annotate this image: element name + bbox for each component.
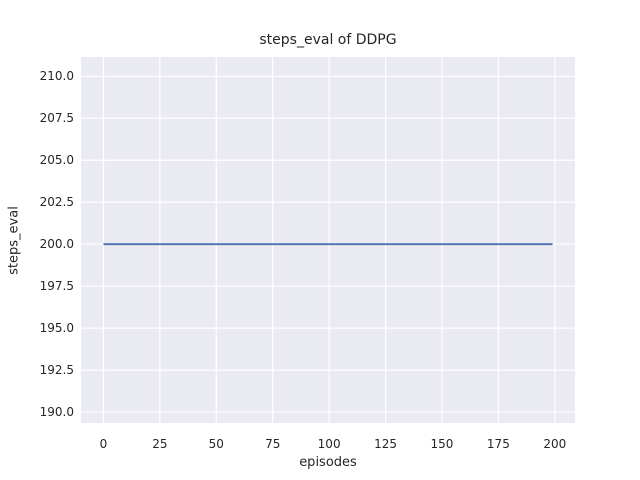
x-tick-label: 150 <box>430 437 454 451</box>
y-tick-label: 200.0 <box>39 237 74 252</box>
y-tick-label: 202.5 <box>39 195 74 210</box>
plot-canvas <box>81 57 575 423</box>
x-tick-label: 50 <box>208 437 224 451</box>
y-tick-label: 205.0 <box>39 153 74 168</box>
y-tick-label: 190.0 <box>39 405 74 420</box>
y-tick-label: 192.5 <box>39 363 74 378</box>
axes-background <box>81 57 575 423</box>
x-axis-label: episodes <box>299 455 357 470</box>
y-tick-label: 197.5 <box>39 279 74 294</box>
chart-title: steps_eval of DDPG <box>259 32 397 48</box>
x-tick-label: 100 <box>317 437 341 451</box>
x-tick-label: 175 <box>486 437 510 451</box>
y-tick-label: 207.5 <box>39 111 74 126</box>
x-tick-label: 25 <box>152 437 168 451</box>
x-tick-label: 200 <box>543 437 567 451</box>
x-tick-label: 75 <box>265 437 281 451</box>
y-tick-label: 195.0 <box>39 321 74 336</box>
y-tick-label: 210.0 <box>39 69 74 84</box>
plot-area <box>81 57 575 423</box>
x-tick-label: 125 <box>374 437 397 451</box>
x-tick-label: 0 <box>99 437 108 451</box>
